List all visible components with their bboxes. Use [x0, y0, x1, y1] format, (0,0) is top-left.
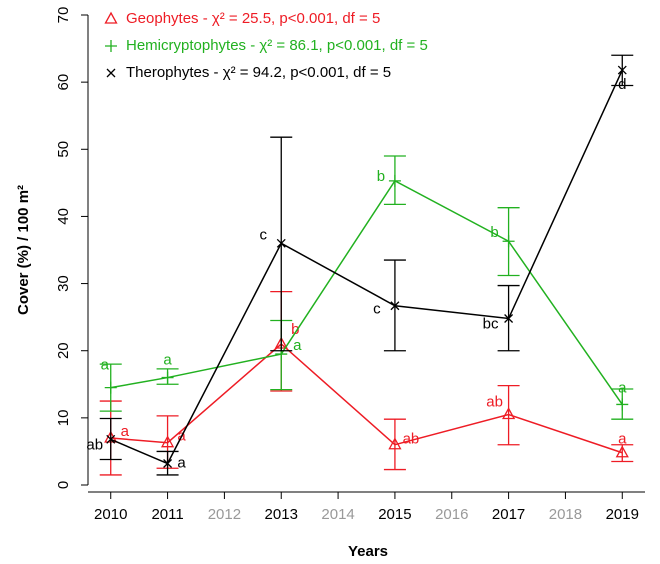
error-bar	[497, 384, 520, 446]
point	[388, 174, 401, 187]
point	[616, 398, 629, 411]
x-tick-label: 2014	[321, 506, 354, 523]
point	[390, 301, 400, 311]
legend-marker	[106, 68, 116, 78]
y-tick-label: 70	[55, 7, 72, 24]
group-letter: a	[163, 352, 172, 369]
legend-label: Hemicryptophytes - χ² = 86.1, p<0.001, d…	[126, 37, 428, 54]
group-letter: b	[490, 224, 498, 241]
group-letter: bc	[483, 315, 499, 332]
y-tick-label: 20	[55, 342, 72, 359]
point	[106, 434, 116, 444]
x-tick-label: 2018	[549, 506, 582, 523]
group-letter: b	[291, 321, 299, 338]
group-letter: a	[177, 454, 186, 471]
group-letter: d	[618, 76, 626, 93]
point	[504, 314, 514, 323]
y-tick-label: 50	[55, 141, 72, 158]
x-tick-label: 2010	[94, 506, 127, 523]
series-line	[110, 179, 623, 405]
point	[388, 437, 402, 450]
group-letter: ab	[403, 431, 420, 448]
group-letter: c	[373, 301, 381, 318]
series-line	[110, 343, 623, 454]
point	[501, 407, 516, 420]
x-tick-label: 2016	[435, 506, 468, 523]
legend-marker	[104, 11, 118, 24]
y-tick-label: 0	[55, 481, 72, 489]
group-letter: c	[259, 226, 267, 243]
point	[104, 381, 117, 394]
x-tick-label: 2011	[151, 506, 183, 523]
x-tick-label: 2013	[265, 506, 298, 523]
point	[276, 238, 286, 248]
x-tick-label: 2012	[208, 506, 241, 523]
y-tick-label: 30	[55, 275, 72, 292]
x-axis-title: Years	[348, 543, 388, 560]
group-letter: a	[293, 337, 302, 354]
group-letter: ab	[486, 393, 503, 410]
point	[615, 445, 629, 458]
error-bar	[383, 418, 406, 471]
point	[617, 65, 627, 75]
group-letter: a	[121, 423, 130, 440]
point	[502, 235, 515, 248]
group-letter: a	[618, 379, 627, 396]
group-letter: b	[377, 168, 385, 185]
y-tick-label: 40	[55, 208, 72, 225]
x-tick-label: 2017	[492, 506, 525, 523]
series-line	[110, 69, 623, 465]
y-axis-title: Cover (%) / 100 m²	[15, 185, 32, 315]
group-letter: a	[618, 431, 627, 448]
point	[163, 459, 173, 468]
y-tick-label: 10	[55, 410, 72, 427]
point	[161, 371, 174, 384]
y-tick-label: 60	[55, 74, 72, 91]
x-tick-label: 2015	[378, 506, 411, 523]
legend-label: Geophytes - χ² = 25.5, p<0.001, df = 5	[126, 10, 380, 27]
group-letter: ab	[86, 436, 103, 453]
x-tick-label: 2019	[606, 506, 639, 523]
point	[160, 435, 175, 448]
legend-label: Therophytes - χ² = 94.2, p<0.001, df = 5	[126, 64, 391, 81]
group-letter: a	[101, 357, 110, 374]
legend-marker	[105, 40, 117, 52]
